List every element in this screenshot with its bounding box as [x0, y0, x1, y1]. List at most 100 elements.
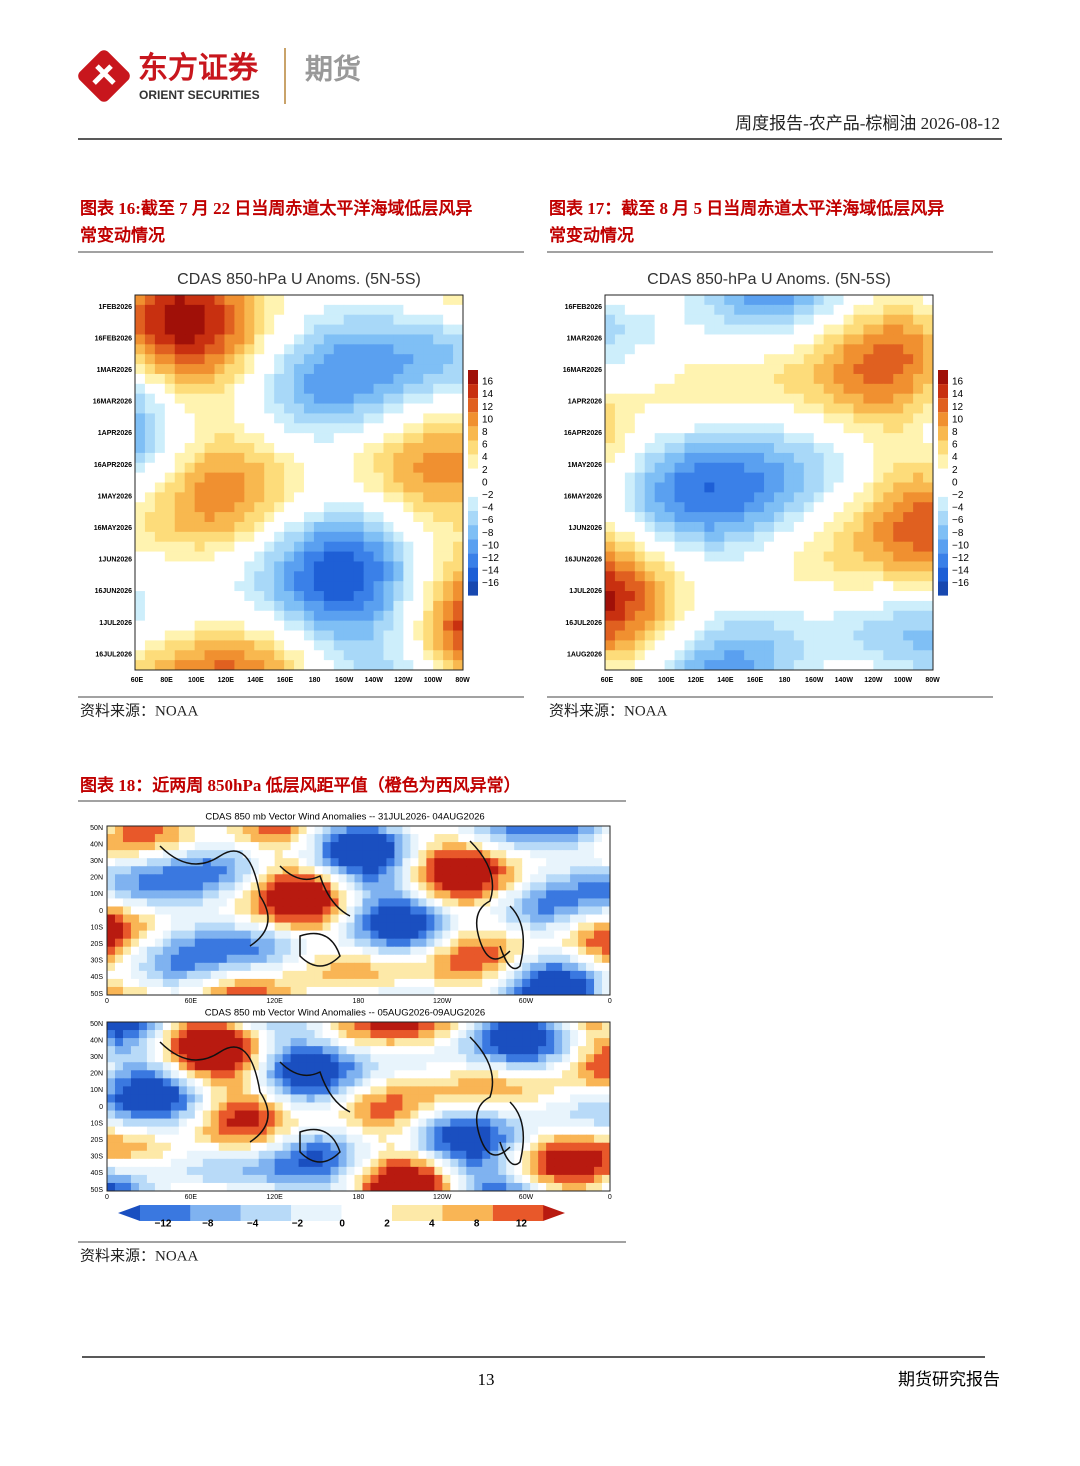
plot-cell	[893, 620, 904, 632]
plot-cell	[674, 295, 686, 306]
plot-cell	[373, 492, 384, 503]
plot-cell	[724, 521, 735, 533]
map-cell	[522, 1086, 531, 1095]
plot-cell	[274, 492, 285, 503]
map-cell	[234, 922, 244, 932]
map-cell	[138, 978, 148, 988]
map-cell	[490, 1094, 499, 1103]
plot-cell	[704, 591, 715, 602]
plot-cell	[605, 591, 616, 602]
plot-cell	[383, 314, 394, 326]
map-cell	[162, 978, 172, 988]
plot-cell	[783, 364, 795, 375]
map-cell	[602, 882, 611, 891]
map-cell	[107, 1054, 116, 1063]
map-cell	[346, 1110, 356, 1120]
map-cell	[450, 1094, 459, 1103]
map-cell	[474, 938, 483, 948]
map-cell	[298, 1118, 308, 1128]
plot-cell	[254, 541, 265, 553]
map-cell	[162, 1030, 172, 1039]
plot-cell	[903, 295, 914, 306]
plot-cell	[224, 521, 235, 533]
map-cell	[234, 914, 244, 924]
map-cell	[298, 850, 308, 859]
plot-cell	[853, 581, 864, 592]
plot-cell	[303, 482, 315, 493]
map-cell	[562, 1078, 571, 1087]
plot-cell	[363, 660, 375, 671]
plot-cell	[664, 364, 676, 375]
map-cell	[194, 962, 204, 972]
plot-cell	[654, 452, 666, 464]
plot-cell	[154, 561, 166, 572]
map-cell	[114, 898, 124, 907]
map-cell	[538, 906, 547, 916]
map-cell	[122, 1062, 132, 1071]
map-cell	[107, 874, 116, 883]
colorbar-label: 6	[482, 440, 488, 451]
plot-cell	[674, 630, 686, 641]
plot-cell	[214, 443, 225, 454]
panel-title: CDAS 850 mb Vector Wind Anomalies -- 31J…	[205, 812, 484, 823]
map-cell	[418, 978, 427, 988]
plot-cell	[684, 413, 695, 424]
map-cell	[202, 1022, 212, 1031]
plot-cell	[214, 423, 225, 434]
plot-cell	[684, 551, 695, 562]
plot-cell	[135, 295, 146, 306]
map-cell	[514, 826, 523, 835]
map-cell	[122, 906, 132, 916]
plot-cell	[803, 531, 815, 543]
plot-cell	[154, 472, 166, 483]
x-label: 120W	[394, 677, 413, 684]
map-cell	[514, 890, 523, 899]
plot-cell	[443, 610, 454, 622]
plot-cell	[383, 364, 394, 375]
plot-cell	[403, 600, 414, 612]
plot-cell	[734, 650, 745, 661]
map-cell	[586, 922, 595, 932]
plot-cell	[833, 561, 845, 572]
plot-cell	[383, 452, 394, 464]
plot-cell	[174, 640, 186, 651]
plot-cell	[323, 452, 335, 464]
plot-cell	[413, 571, 424, 582]
map-cell	[506, 882, 515, 891]
map-cell	[226, 874, 236, 883]
plot-cell	[224, 364, 235, 375]
plot-cell	[184, 541, 196, 553]
map-cell	[194, 890, 204, 899]
plot-cell	[923, 373, 934, 385]
plot-cell	[614, 512, 626, 523]
map-cell	[602, 842, 611, 851]
map-cell	[218, 842, 228, 851]
plot-cell	[254, 521, 265, 533]
map-cell	[434, 946, 443, 956]
plot-cell	[224, 452, 235, 464]
plot-cell	[383, 620, 394, 632]
plot-cell	[883, 630, 894, 641]
map-cell	[282, 1022, 292, 1031]
plot-cell	[694, 521, 705, 533]
map-cell	[538, 1134, 547, 1144]
plot-cell	[453, 314, 464, 326]
plot-cell	[135, 393, 146, 405]
map-cell	[490, 1078, 499, 1087]
map-cell	[282, 954, 292, 964]
map-cell	[322, 1126, 332, 1136]
plot-cell	[833, 591, 845, 602]
plot-cell	[234, 610, 245, 622]
y-label: 1JUN2026	[99, 557, 133, 564]
plot-cell	[704, 472, 715, 483]
map-cell	[258, 826, 268, 835]
map-cell	[410, 962, 419, 972]
map-cell	[570, 1126, 579, 1136]
map-cell	[362, 954, 371, 964]
map-cell	[442, 1102, 451, 1112]
plot-cell	[135, 413, 146, 424]
map-cell	[250, 826, 260, 835]
map-cell	[162, 874, 172, 883]
map-cell	[138, 1046, 148, 1055]
plot-cell	[644, 452, 656, 464]
